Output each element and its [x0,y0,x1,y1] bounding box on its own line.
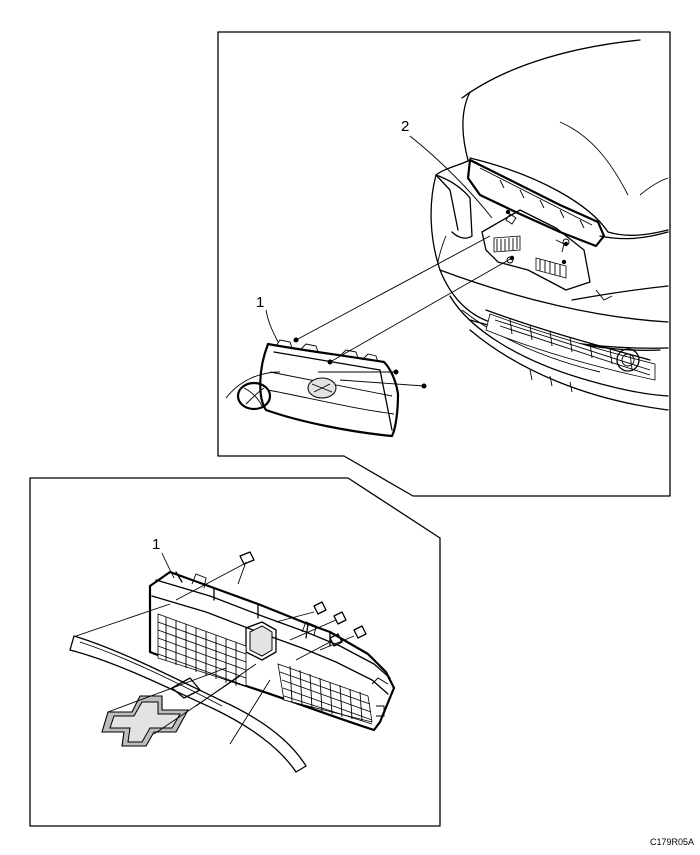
upper-panel-frame [217,31,671,497]
hood-outline [461,39,669,240]
callout-1-lower: 1 [152,536,160,553]
lower-panel-frame [29,477,441,827]
upper-panel: 1 2 [217,31,671,497]
upper-grille-part-1 [236,339,400,438]
upper-assembly-lines [225,235,513,399]
lower-emblem [101,695,189,747]
callout-2-upper: 2 [401,118,409,135]
lower-grille-part-1 [148,570,396,732]
callout-1-upper: 1 [256,294,264,311]
lower-panel: 1 [29,477,441,827]
upper-bracket-part-2 [466,158,606,291]
lower-fasteners [237,551,367,647]
figure-code: C179R05A [650,837,694,847]
grille-trim-strip [69,635,307,773]
front-bumper [430,159,669,411]
fog-lamp [616,348,640,372]
loose-emblem [236,381,272,411]
headlamp-outline [435,174,473,239]
lower-assembly-lines [75,563,355,745]
